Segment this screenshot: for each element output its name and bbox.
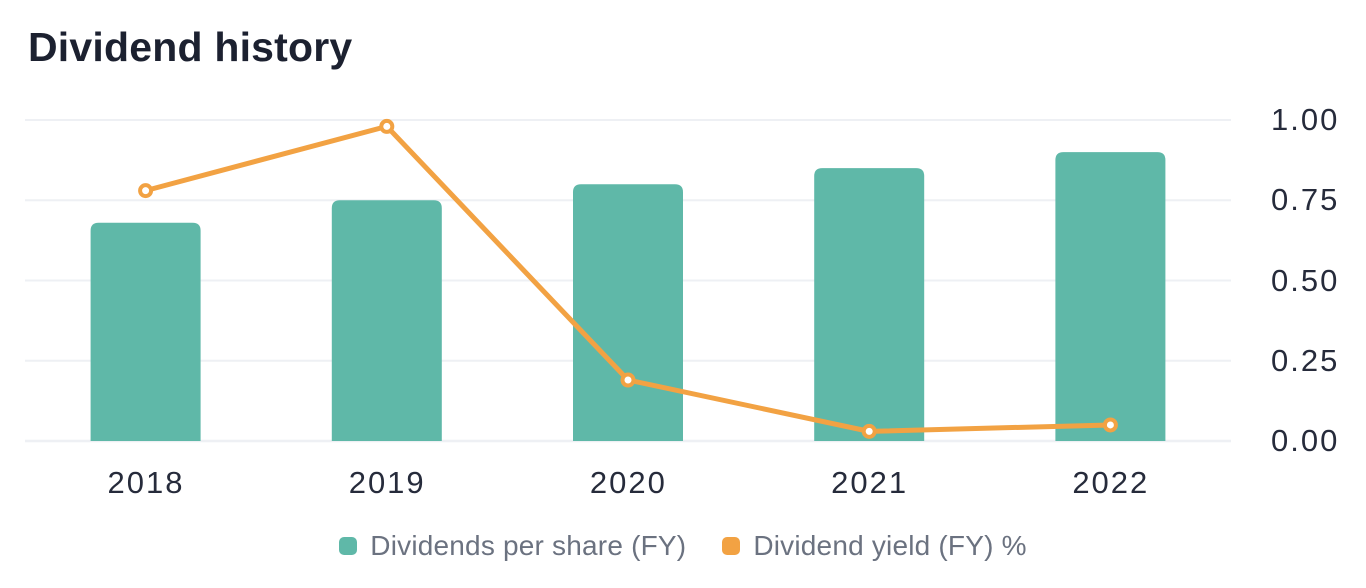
bar-2019[interactable] <box>331 200 442 441</box>
x-axis-label: 2018 <box>107 465 185 500</box>
page-title: Dividend history <box>28 24 353 70</box>
bar-2018[interactable] <box>90 222 201 441</box>
bar-series-swatch-icon <box>339 537 358 555</box>
y-axis-tick-label: 0.75 <box>1271 182 1340 218</box>
bar-2022[interactable] <box>1055 152 1166 441</box>
x-axis-label: 2020 <box>589 465 667 500</box>
bar-2020[interactable] <box>573 184 683 441</box>
y-axis-tick-label: 1.00 <box>1271 102 1340 137</box>
bar-2021[interactable] <box>814 168 925 441</box>
y-axis-tick-label: 0.25 <box>1271 342 1340 378</box>
yield-point-2020[interactable] <box>620 372 636 388</box>
x-axis-label: 2019 <box>348 465 426 500</box>
legend-item-dividend-yield[interactable]: Dividend yield (FY) % <box>722 530 1027 562</box>
yield-point-2022[interactable] <box>1102 417 1118 433</box>
yield-point-2019[interactable] <box>379 118 395 134</box>
y-axis-tick-label: 0.50 <box>1271 262 1340 298</box>
legend: Dividends per share (FY) Dividend yield … <box>0 527 1366 565</box>
line-series-swatch-icon <box>722 537 741 555</box>
x-axis-label: 2021 <box>831 465 909 500</box>
legend-label: Dividend yield (FY) % <box>753 530 1027 561</box>
x-axis-label: 2022 <box>1072 465 1150 500</box>
yield-point-2018[interactable] <box>138 183 154 199</box>
yield-point-2021[interactable] <box>861 423 877 439</box>
legend-label: Dividends per share (FY) <box>370 530 687 561</box>
y-axis-tick-label: 0.00 <box>1271 423 1340 458</box>
legend-item-dividends-per-share[interactable]: Dividends per share (FY) <box>339 530 686 562</box>
